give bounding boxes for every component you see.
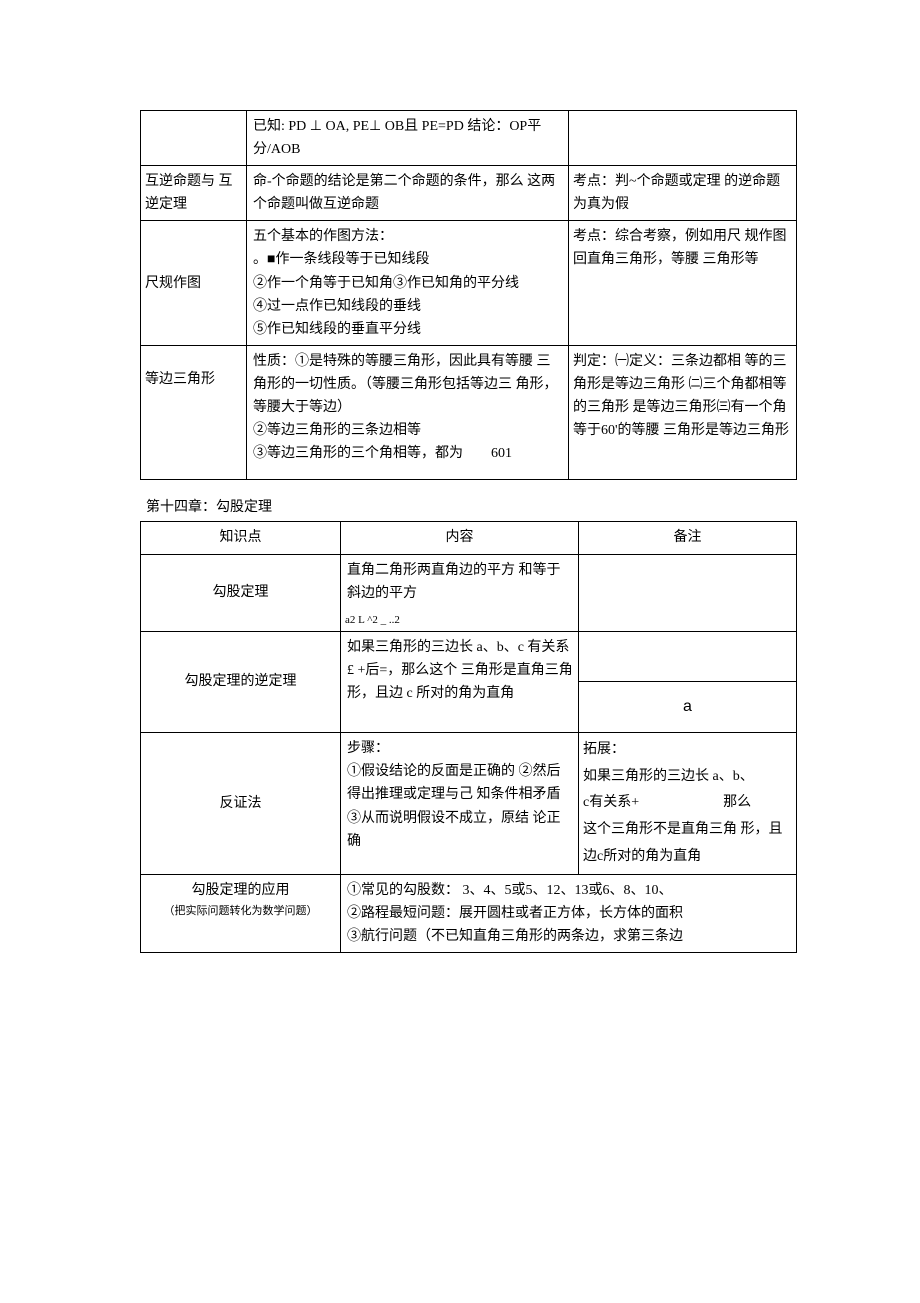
t1-r0-c1 bbox=[141, 111, 247, 166]
t1-r3-c3: 判定：㈠定义：三条边都相 等的三角形是等边三角形 ㈡三个角都相等的三角形 是等边… bbox=[569, 345, 797, 479]
t1-r3-c2: 性质：①是特殊的等腰三角形，因此具有等腰 三角形的一切性质。（等腰三角形包括等边… bbox=[247, 345, 569, 479]
t1-r2-c2-text: 五个基本的作图方法： 。■作一条线段等于已知线段 ②作一个角等于已知角③作已知角… bbox=[253, 229, 519, 336]
t1-r0-c2-text: 已知: PD ⊥ OA, PE⊥ OB且 PE=PD 结论：OP平分/AOB bbox=[253, 119, 541, 157]
t1-r3-c1: 等边三角形 bbox=[141, 345, 247, 479]
t1-r1-c1: 互逆命题与 互逆定理 bbox=[141, 166, 247, 221]
t2-r0-c2b: a2 L ^2 _ ..2 bbox=[341, 609, 579, 632]
t2-r3-c1-bottom: （把实际问题转化为数学问题） bbox=[145, 902, 336, 920]
t2-r2-c1: 反证法 bbox=[141, 733, 341, 875]
t1-r2-c2: 五个基本的作图方法： 。■作一条线段等于已知线段 ②作一个角等于已知角③作已知角… bbox=[247, 221, 569, 345]
table-1: 已知: PD ⊥ OA, PE⊥ OB且 PE=PD 结论：OP平分/AOB 互… bbox=[140, 110, 797, 480]
table-row: 已知: PD ⊥ OA, PE⊥ OB且 PE=PD 结论：OP平分/AOB bbox=[141, 111, 797, 166]
t2-r3-c2-text: ①常见的勾股数： 3、4、5或5、12、13或6、8、10、 ②路程最短问题：展… bbox=[347, 883, 683, 944]
t2-r2-c3-text: 拓展： 如果三角形的三边长 a、b、 c有关系+ 那么 这个三角形不是直角三角 … bbox=[583, 742, 783, 863]
t2-r0-c2a: 直角二角形两直角边的平方 和等于斜边的平方 bbox=[341, 554, 579, 609]
t1-r1-c3-text: 考点：判~个命题或定理 的逆命题为真为假 bbox=[573, 174, 780, 212]
t2-r3-c1-top: 勾股定理的应用 bbox=[145, 879, 336, 902]
table-2: 知识点 内容 备注 勾股定理 直角二角形两直角边的平方 和等于斜边的平方 a2 … bbox=[140, 521, 797, 953]
t2-r1-c2-text: 如果三角形的三边长 a、b、c 有关系£ +后=，那么这个 三角形是直角三角形，… bbox=[347, 640, 573, 701]
table-row: 反证法 步骤： ①假设结论的反面是正确的 ②然后得出推理或定理与己 知条件相矛盾… bbox=[141, 733, 797, 875]
t2-h-c1: 知识点 bbox=[141, 522, 341, 554]
t1-r3-c3-text: 判定：㈠定义：三条边都相 等的三角形是等边三角形 ㈡三个角都相等的三角形 是等边… bbox=[573, 354, 789, 438]
t1-r0-c3 bbox=[569, 111, 797, 166]
table-row: 勾股定理的应用 （把实际问题转化为数学问题） ①常见的勾股数： 3、4、5或5、… bbox=[141, 875, 797, 953]
table-header-row: 知识点 内容 备注 bbox=[141, 522, 797, 554]
t2-r2-c2-text: 步骤： ①假设结论的反面是正确的 ②然后得出推理或定理与己 知条件相矛盾 ③从而… bbox=[347, 741, 561, 848]
t2-h-c2: 内容 bbox=[341, 522, 579, 554]
t2-r3-c1: 勾股定理的应用 （把实际问题转化为数学问题） bbox=[141, 875, 341, 953]
table-row: 等边三角形 性质：①是特殊的等腰三角形，因此具有等腰 三角形的一切性质。（等腰三… bbox=[141, 345, 797, 479]
t2-r3-c2: ①常见的勾股数： 3、4、5或5、12、13或6、8、10、 ②路程最短问题：展… bbox=[341, 875, 797, 953]
t2-r2-c3: 拓展： 如果三角形的三边长 a、b、 c有关系+ 那么 这个三角形不是直角三角 … bbox=[579, 733, 797, 875]
t1-r1-c2: 命-个命题的结论是第二个命题的条件，那么 这两个命题叫做互逆命题 bbox=[247, 166, 569, 221]
t2-h-c3: 备注 bbox=[579, 522, 797, 554]
t2-r1-c1: 勾股定理的逆定理 bbox=[141, 631, 341, 732]
t1-r0-c2: 已知: PD ⊥ OA, PE⊥ OB且 PE=PD 结论：OP平分/AOB bbox=[247, 111, 569, 166]
t2-r0-c1: 勾股定理 bbox=[141, 554, 341, 631]
t2-r1-c3a bbox=[579, 631, 797, 681]
table-row: 勾股定理 直角二角形两直角边的平方 和等于斜边的平方 bbox=[141, 554, 797, 609]
chapter-title: 第十四章：勾股定理 bbox=[140, 496, 795, 519]
t2-r0-c2a-text: 直角二角形两直角边的平方 和等于斜边的平方 bbox=[347, 563, 561, 601]
t1-r1-c2-text: 命-个命题的结论是第二个命题的条件，那么 这两个命题叫做互逆命题 bbox=[253, 174, 555, 212]
table-row: 尺规作图 五个基本的作图方法： 。■作一条线段等于已知线段 ②作一个角等于已知角… bbox=[141, 221, 797, 345]
t2-r1-c2: 如果三角形的三边长 a、b、c 有关系£ +后=，那么这个 三角形是直角三角形，… bbox=[341, 631, 579, 732]
t1-r2-c1: 尺规作图 bbox=[141, 221, 247, 345]
t2-r0-c3 bbox=[579, 554, 797, 631]
table-row: 互逆命题与 互逆定理 命-个命题的结论是第二个命题的条件，那么 这两个命题叫做互… bbox=[141, 166, 797, 221]
t1-r2-c3: 考点：综合考察，例如用尺 规作图回直角三角形，等腰 三角形等 bbox=[569, 221, 797, 345]
t1-r1-c3: 考点：判~个命题或定理 的逆命题为真为假 bbox=[569, 166, 797, 221]
table-row: 勾股定理的逆定理 如果三角形的三边长 a、b、c 有关系£ +后=，那么这个 三… bbox=[141, 631, 797, 681]
t1-r3-c2-text: 性质：①是特殊的等腰三角形，因此具有等腰 三角形的一切性质。（等腰三角形包括等边… bbox=[253, 354, 558, 461]
t2-r1-c3b: a bbox=[579, 681, 797, 732]
t2-r2-c2: 步骤： ①假设结论的反面是正确的 ②然后得出推理或定理与己 知条件相矛盾 ③从而… bbox=[341, 733, 579, 875]
t1-r2-c3-text: 考点：综合考察，例如用尺 规作图回直角三角形，等腰 三角形等 bbox=[573, 229, 787, 267]
